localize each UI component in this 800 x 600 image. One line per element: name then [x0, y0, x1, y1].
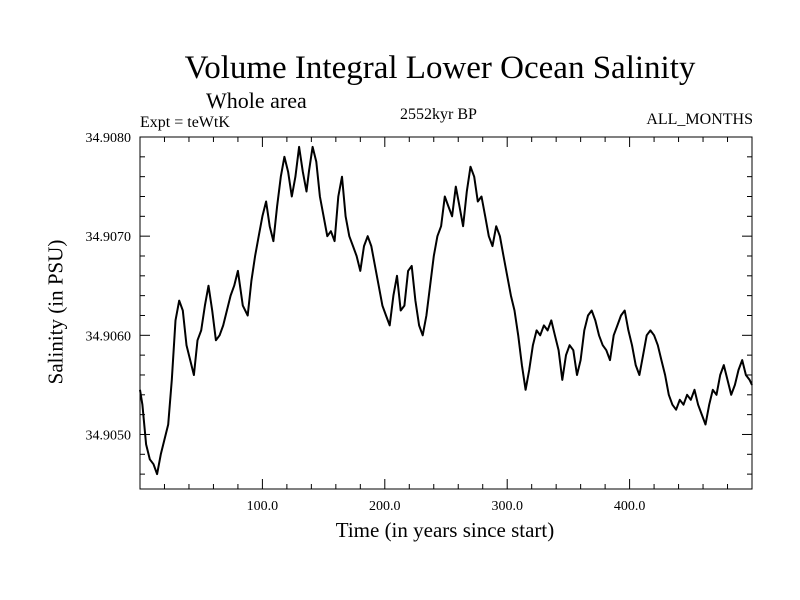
chart-title: Volume Integral Lower Ocean Salinity — [184, 50, 696, 86]
x-axis-label: Time (in years since start) — [335, 518, 555, 542]
x-tick-label: 100.0 — [247, 499, 279, 514]
y-tick-label: 34.9050 — [86, 428, 132, 443]
x-tick-label: 200.0 — [369, 499, 401, 514]
chart-subtitle: Whole area — [206, 88, 307, 113]
y-tick-label: 34.9080 — [86, 131, 132, 146]
x-tick-label: 400.0 — [614, 499, 646, 514]
months-label: ALL_MONTHS — [646, 111, 753, 128]
y-tick-label: 34.9060 — [86, 329, 132, 344]
period-label: 2552kyr BP — [400, 106, 477, 123]
plot-frame — [139, 136, 753, 490]
series-line-salinity — [139, 145, 753, 476]
x-tick-label: 300.0 — [491, 499, 523, 514]
y-tick-label: 34.9070 — [86, 230, 132, 245]
experiment-label: Expt = teWtK — [140, 114, 230, 131]
